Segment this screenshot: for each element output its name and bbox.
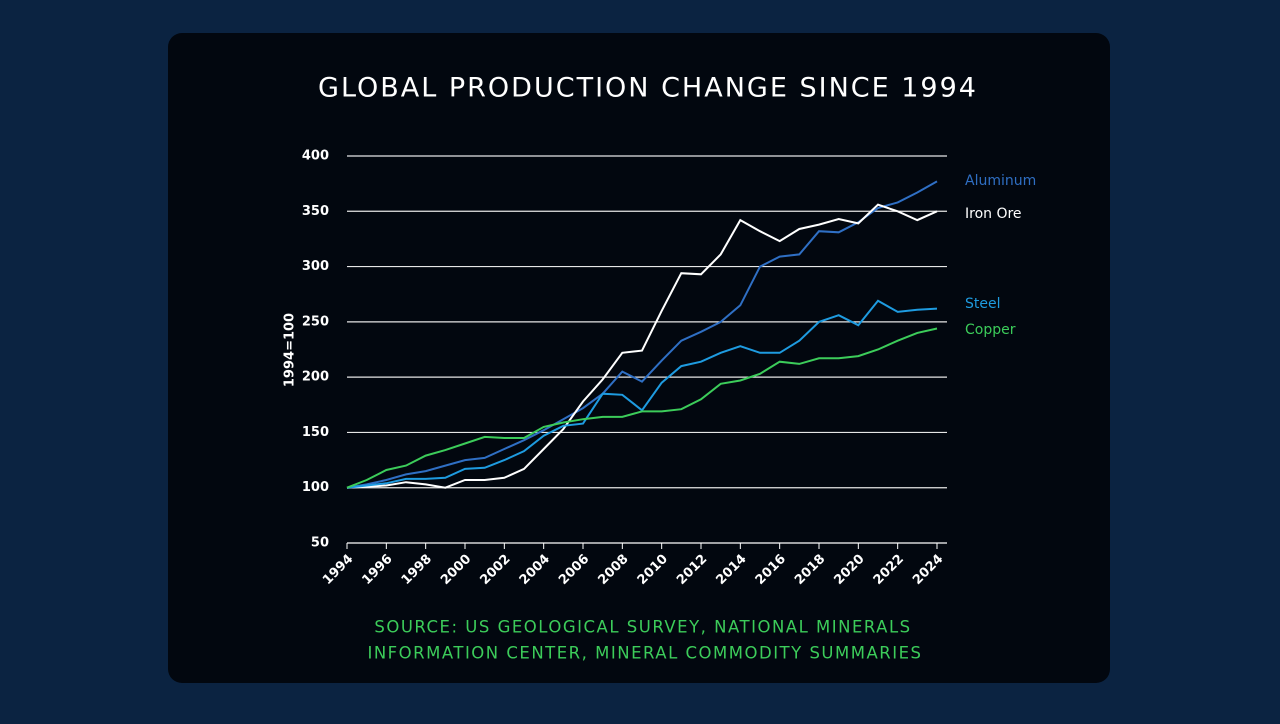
y-tick-label: 150 [302,425,329,440]
legend-label: Iron Ore [965,206,1022,222]
source: SOURCE: US GEOLOGICAL SURVEY, NATIONAL M… [374,618,911,637]
legend-label: Copper [965,322,1016,338]
y-tick-label: 250 [302,314,329,329]
y-tick-label: 350 [302,204,329,219]
y-axis-label: 1994=100 [283,313,298,387]
y-tick-label: 50 [311,536,329,551]
y-tick-label: 400 [302,149,329,164]
source: INFORMATION CENTER, MINERAL COMMODITY SU… [367,644,922,663]
series-line [346,299,938,489]
y-tick-label: 100 [302,480,329,495]
card [168,33,1110,683]
y-tick-label: 300 [302,259,329,274]
y-tick-label: 200 [302,370,329,385]
series-line [346,203,938,489]
legend-label: Steel [965,296,1001,312]
series-line [346,180,938,489]
legend-label: Aluminum [965,173,1036,189]
series-line [346,327,938,489]
chart-title: GLOBAL PRODUCTION CHANGE SINCE 1994 [318,73,978,104]
